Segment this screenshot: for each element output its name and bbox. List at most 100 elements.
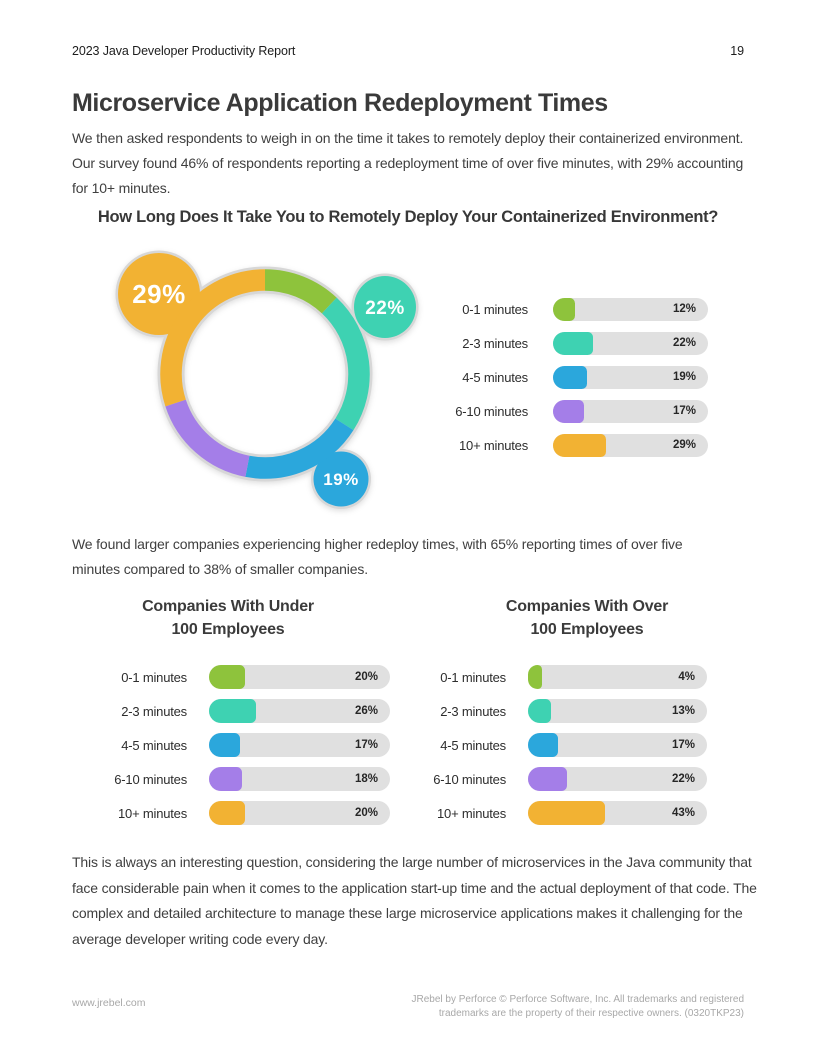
bar-category-label: 6-10 minutes <box>433 771 506 787</box>
bar-row: 2-3 minutes 22% <box>455 326 708 360</box>
bar-fill <box>209 801 246 825</box>
donut-segment-0-1-min <box>264 269 337 314</box>
bar-row: 10+ minutes 43% <box>414 796 707 830</box>
bar-fill <box>528 733 559 757</box>
bar-track: 12% <box>553 297 708 321</box>
overall-bar-list: 0-1 minutes 12% 2-3 minutes 22% 4-5 minutes 1… <box>455 292 708 462</box>
over-100-chart-title: Companies With Over 100 Employees <box>437 595 737 641</box>
intro-paragraph: We then asked respondents to weigh in on… <box>72 130 744 196</box>
donut-chart: 29% 22% 19% <box>100 240 440 520</box>
bar-track: 22% <box>528 767 707 791</box>
page-header: 2023 Java Developer Productivity Report … <box>72 44 744 58</box>
bar-fill <box>209 733 240 757</box>
bar-row: 0-1 minutes 12% <box>455 292 708 326</box>
bar-value-label: 13% <box>671 705 695 717</box>
bar-fill <box>528 665 543 689</box>
bar-row: 2-3 minutes 26% <box>95 694 390 728</box>
footer-legal-line2: trademarks are the property of their res… <box>438 1008 744 1019</box>
donut-segment-10plus-min <box>160 269 266 407</box>
bar-row: 0-1 minutes 4% <box>414 660 707 694</box>
bar-fill <box>553 365 588 389</box>
bar-track: 22% <box>553 331 708 355</box>
footer-site-link[interactable]: www.jrebel.com <box>72 997 146 1009</box>
bar-value-label: 26% <box>354 705 378 717</box>
mid-note-paragraph: We found larger companies experiencing h… <box>72 536 683 577</box>
bar-fill <box>553 331 593 355</box>
bar-category-label: 6-10 minutes <box>455 403 528 419</box>
chart-question-title: How Long Does It Take You to Remotely De… <box>97 208 719 226</box>
bar-value-label: 20% <box>354 807 378 819</box>
bubble-22 <box>354 276 416 338</box>
bar-track: 17% <box>209 733 390 757</box>
bar-value-label: 20% <box>354 671 378 683</box>
bubble-19-label: 19% <box>323 470 359 489</box>
over-100-bar-list: 0-1 minutes 4% 2-3 minutes 13% 4-5 minutes 17… <box>414 660 707 830</box>
bar-track: 29% <box>553 433 708 457</box>
closing-paragraph: This is always an interesting question, … <box>72 854 757 947</box>
bar-fill <box>528 699 552 723</box>
bar-category-label: 10+ minutes <box>437 805 506 821</box>
bar-value-label: 17% <box>354 739 378 751</box>
bar-row: 6-10 minutes 17% <box>455 394 708 428</box>
under-100-bar-list: 0-1 minutes 20% 2-3 minutes 26% 4-5 minutes 1… <box>95 660 390 830</box>
bar-row: 4-5 minutes 19% <box>455 360 708 394</box>
bar-value-label: 22% <box>672 337 696 349</box>
bar-category-label: 4-5 minutes <box>440 737 506 753</box>
bar-row: 6-10 minutes 18% <box>95 762 390 796</box>
bar-track: 4% <box>528 665 707 689</box>
bar-fill <box>528 801 605 825</box>
bar-value-label: 22% <box>671 773 695 785</box>
bar-category-label: 0-1 minutes <box>462 301 528 317</box>
bubble-22-label: 22% <box>365 298 405 319</box>
bar-track: 43% <box>528 801 707 825</box>
bar-category-label: 4-5 minutes <box>462 369 528 385</box>
bar-value-label: 19% <box>672 371 696 383</box>
under-100-title-line1: Companies With Under <box>142 598 314 615</box>
donut-segment-4-5-min <box>245 418 354 479</box>
bar-track: 17% <box>553 399 708 423</box>
bar-track: 20% <box>209 801 390 825</box>
bar-row: 2-3 minutes 13% <box>414 694 707 728</box>
donut-svg: 29% 22% 19% <box>115 250 419 509</box>
page-number: 19 <box>730 44 744 58</box>
over-100-title-line2: 100 Employees <box>530 621 644 638</box>
bar-value-label: 17% <box>672 405 696 417</box>
bar-fill <box>553 297 575 321</box>
bar-row: 4-5 minutes 17% <box>95 728 390 762</box>
donut-segment-6-10-min <box>165 399 250 477</box>
bar-fill <box>209 767 242 791</box>
bar-category-label: 0-1 minutes <box>121 669 187 685</box>
bar-row: 4-5 minutes 17% <box>414 728 707 762</box>
over-100-title-line1: Companies With Over <box>505 598 669 615</box>
bar-fill <box>553 433 606 457</box>
bar-row: 10+ minutes 20% <box>95 796 390 830</box>
bar-value-label: 18% <box>354 773 378 785</box>
bar-category-label: 2-3 minutes <box>121 703 187 719</box>
bar-value-label: 29% <box>672 439 696 451</box>
bar-track: 19% <box>553 365 708 389</box>
bar-category-label: 10+ minutes <box>118 805 187 821</box>
bar-row: 0-1 minutes 20% <box>95 660 390 694</box>
bar-track: 13% <box>528 699 707 723</box>
bar-category-label: 4-5 minutes <box>121 737 187 753</box>
bar-track: 18% <box>209 767 390 791</box>
under-100-title-line2: 100 Employees <box>171 621 285 638</box>
bar-fill <box>209 665 246 689</box>
bar-category-label: 2-3 minutes <box>440 703 506 719</box>
footer-legal-text: JRebel by Perforce © Perforce Software, … <box>411 993 744 1021</box>
bar-fill <box>528 767 568 791</box>
bar-category-label: 0-1 minutes <box>440 669 506 685</box>
under-100-chart-title: Companies With Under 100 Employees <box>78 595 378 641</box>
footer-legal-line1: JRebel by Perforce © Perforce Software, … <box>411 994 744 1005</box>
bar-category-label: 2-3 minutes <box>462 335 528 351</box>
bar-row: 6-10 minutes 22% <box>414 762 707 796</box>
bar-track: 17% <box>528 733 707 757</box>
bar-category-label: 10+ minutes <box>459 437 528 453</box>
bar-value-label: 4% <box>678 671 695 683</box>
page-title: Microservice Application Redeployment Ti… <box>72 89 608 117</box>
bubble-29-label: 29% <box>132 279 186 309</box>
bar-track: 26% <box>209 699 390 723</box>
report-header-title: 2023 Java Developer Productivity Report <box>72 44 296 58</box>
bar-fill <box>553 399 584 423</box>
